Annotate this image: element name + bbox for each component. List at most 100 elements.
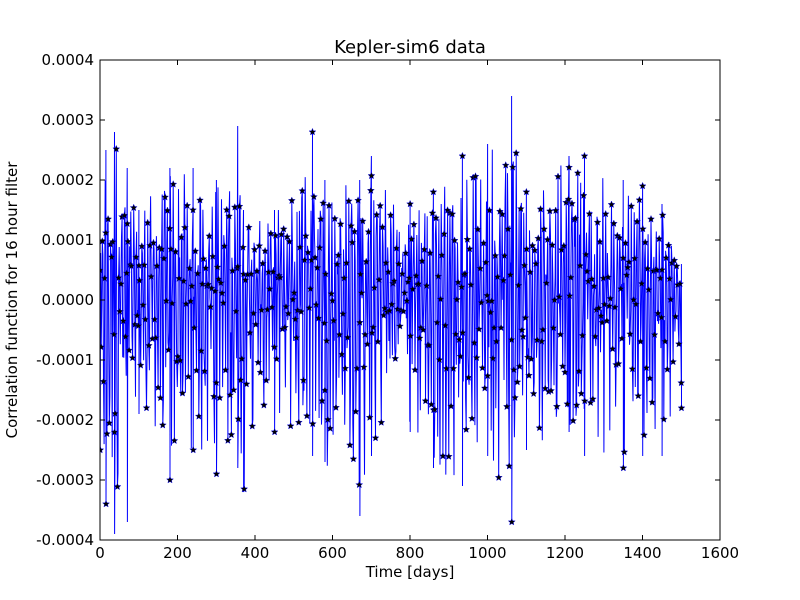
data-point <box>564 195 573 203</box>
data-point <box>108 237 117 246</box>
data-point <box>528 241 537 250</box>
data-point <box>308 127 317 136</box>
data-point <box>513 377 522 386</box>
data-point <box>492 337 501 345</box>
data-point <box>240 484 249 493</box>
data-point <box>328 296 337 305</box>
data-point <box>573 168 582 177</box>
data-point <box>329 316 338 325</box>
data-point <box>135 276 144 284</box>
data-point <box>166 475 174 484</box>
data-point <box>367 171 376 180</box>
data-point <box>227 430 236 439</box>
data-point <box>140 260 149 269</box>
data-point <box>622 271 631 279</box>
data-point <box>174 352 182 360</box>
data-point <box>323 415 332 423</box>
data-point <box>671 312 680 320</box>
data-point <box>609 219 618 227</box>
data-point <box>602 316 611 325</box>
data-point <box>508 163 517 171</box>
data-point <box>107 252 116 261</box>
data-point <box>128 353 137 362</box>
data-point <box>178 389 187 397</box>
data-point <box>666 295 675 303</box>
data-point <box>368 328 376 337</box>
data-point <box>597 311 606 320</box>
data-point <box>655 234 664 243</box>
data-point <box>268 303 277 311</box>
data-point <box>239 243 247 251</box>
data-point <box>543 235 552 244</box>
data-point <box>399 307 408 315</box>
data-point <box>514 281 523 289</box>
data-point <box>500 251 509 260</box>
data-point <box>137 242 146 250</box>
data-point <box>627 202 636 210</box>
data-point <box>559 241 568 250</box>
data-point <box>531 259 540 268</box>
data-point <box>320 386 329 394</box>
data-point <box>206 302 215 311</box>
data-point <box>540 225 548 233</box>
data-point <box>302 411 311 420</box>
data-point <box>372 210 381 219</box>
data-point <box>650 330 659 339</box>
data-point <box>171 247 180 256</box>
data-point <box>546 206 554 215</box>
y-tick-label: 0.0002 <box>42 171 95 189</box>
data-point <box>179 277 188 285</box>
data-point <box>262 376 271 384</box>
data-point <box>327 289 336 298</box>
data-point <box>421 396 430 405</box>
data-point <box>489 354 497 362</box>
data-point <box>134 321 143 330</box>
data-point <box>242 379 251 388</box>
data-point <box>234 414 243 423</box>
data-point <box>213 263 222 271</box>
data-point <box>403 296 411 305</box>
data-point <box>499 276 508 284</box>
data-point <box>515 362 524 370</box>
data-point <box>212 378 221 387</box>
data-point <box>593 218 602 226</box>
data-point <box>292 333 301 342</box>
data-point <box>104 214 113 223</box>
data-point <box>221 365 230 374</box>
data-point <box>569 416 578 425</box>
data-point <box>191 247 200 255</box>
data-point <box>361 330 370 339</box>
data-point <box>319 199 328 207</box>
data-point <box>254 358 262 366</box>
data-point <box>587 274 596 283</box>
data-point <box>180 223 189 231</box>
data-point <box>220 242 229 250</box>
data-point <box>158 420 167 429</box>
data-point <box>418 256 426 265</box>
data-point <box>470 338 479 347</box>
data-point <box>318 396 327 405</box>
data-point <box>611 303 619 311</box>
data-point <box>644 285 653 294</box>
data-point <box>491 251 500 260</box>
data-point <box>355 480 364 489</box>
data-point <box>658 265 667 274</box>
data-point <box>115 307 124 315</box>
data-point <box>312 300 321 309</box>
data-point <box>125 346 134 354</box>
data-point <box>335 330 344 339</box>
data-point <box>604 273 612 281</box>
data-point <box>317 214 325 223</box>
data-point <box>556 330 565 338</box>
data-point <box>233 262 242 270</box>
data-point <box>205 231 214 240</box>
data-point <box>408 285 417 293</box>
data-point <box>434 272 443 280</box>
data-point <box>185 264 194 272</box>
x-tick-label: 1200 <box>546 544 584 562</box>
data-point <box>199 254 208 263</box>
data-point <box>111 409 119 417</box>
data-point <box>485 206 494 214</box>
data-point <box>438 451 447 460</box>
data-point <box>139 300 147 309</box>
